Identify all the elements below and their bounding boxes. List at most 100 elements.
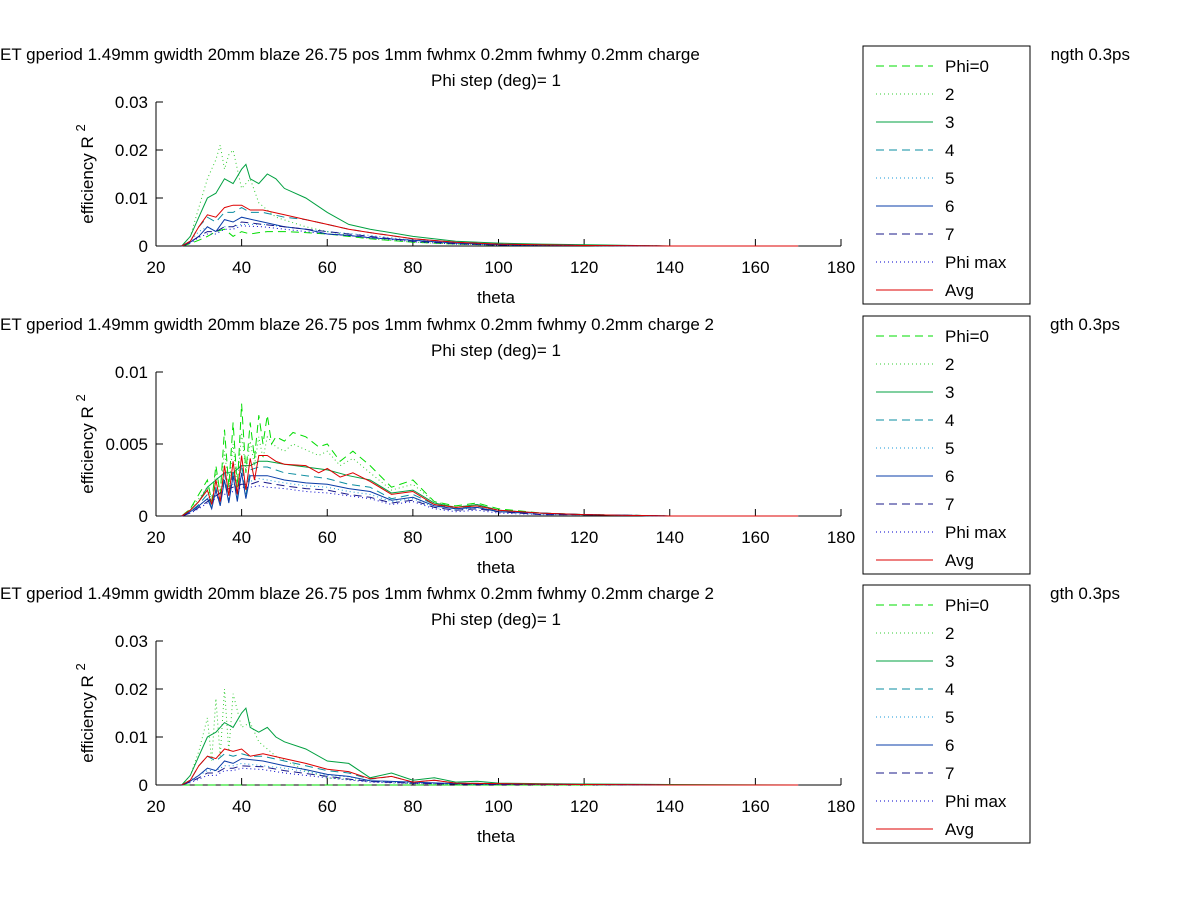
- chart-panel-3: ET gperiod 1.49mm gwidth 20mm blaze 26.7…: [0, 584, 1120, 846]
- legend-entry: 7: [945, 764, 954, 783]
- legend-entry: Phi max: [945, 523, 1007, 542]
- x-tick-label: 140: [656, 258, 684, 277]
- legend-box: [862, 584, 1031, 844]
- series-line-8: [181, 485, 799, 517]
- legend-entry: 3: [945, 652, 954, 671]
- series-line-9: [181, 204, 799, 247]
- x-axis-label: theta: [477, 288, 515, 307]
- legend-entry: Phi=0: [945, 327, 989, 346]
- chart-subtitle: Phi step (deg)= 1: [431, 341, 561, 360]
- series-line-4: [181, 207, 799, 247]
- legend-entry: 4: [945, 680, 954, 699]
- x-tick-label: 20: [147, 797, 166, 816]
- series-line-2: [181, 145, 799, 247]
- x-tick-label: 40: [232, 258, 251, 277]
- x-tick-label: 160: [741, 258, 769, 277]
- y-tick-label: 0.01: [115, 363, 148, 382]
- legend-entry: Phi=0: [945, 57, 989, 76]
- y-tick-label: 0: [139, 776, 148, 795]
- x-tick-label: 80: [403, 797, 422, 816]
- y-axis-label: efficiency R 2: [73, 663, 97, 763]
- x-tick-label: 60: [318, 797, 337, 816]
- series-line-4: [181, 753, 799, 786]
- y-tick-label: 0: [139, 507, 148, 526]
- y-tick-label: 0: [139, 237, 148, 256]
- y-tick-label: 0.02: [115, 680, 148, 699]
- x-tick-label: 140: [656, 528, 684, 547]
- legend-entry: Avg: [945, 820, 974, 839]
- series-line-8: [181, 225, 799, 247]
- x-tick-label: 180: [827, 258, 855, 277]
- x-tick-label: 100: [484, 258, 512, 277]
- x-tick-label: 40: [232, 528, 251, 547]
- legend-entry: 2: [945, 624, 954, 643]
- x-axis-label: theta: [477, 827, 515, 846]
- legend-box: [862, 45, 1031, 305]
- x-axis-label: theta: [477, 558, 515, 577]
- chart-title: ET gperiod 1.49mm gwidth 20mm blaze 26.7…: [0, 315, 714, 334]
- legend-entry: 4: [945, 141, 954, 160]
- chart-subtitle: Phi step (deg)= 1: [431, 71, 561, 90]
- x-tick-label: 60: [318, 528, 337, 547]
- x-tick-label: 160: [741, 528, 769, 547]
- legend-entry: 7: [945, 225, 954, 244]
- y-tick-label: 0.005: [105, 435, 148, 454]
- legend-entry: 2: [945, 355, 954, 374]
- x-tick-label: 20: [147, 258, 166, 277]
- x-tick-label: 180: [827, 797, 855, 816]
- x-tick-label: 180: [827, 528, 855, 547]
- x-tick-label: 140: [656, 797, 684, 816]
- y-tick-label: 0.01: [115, 728, 148, 747]
- series-line-2: [181, 432, 799, 517]
- series-line-3: [181, 460, 799, 517]
- legend-entry: 3: [945, 383, 954, 402]
- y-axis-label-superscript: 2: [73, 124, 88, 131]
- x-tick-label: 60: [318, 258, 337, 277]
- chart-title: ET gperiod 1.49mm gwidth 20mm blaze 26.7…: [0, 584, 714, 603]
- legend-entry: 6: [945, 736, 954, 755]
- legend-entry: Phi max: [945, 792, 1007, 811]
- series-line-6: [181, 472, 799, 517]
- y-axis-label-superscript: 2: [73, 663, 88, 670]
- series-line-9: [181, 748, 799, 786]
- chart-subtitle: Phi step (deg)= 1: [431, 610, 561, 629]
- legend-entry: 7: [945, 495, 954, 514]
- series-line-3: [181, 707, 799, 786]
- chart-panel-1: ET gperiod 1.49mm gwidth 20mm blaze 26.7…: [0, 45, 1130, 307]
- series-line-2: [181, 688, 799, 786]
- x-tick-label: 120: [570, 258, 598, 277]
- y-tick-label: 0.03: [115, 632, 148, 651]
- y-axis-label-superscript: 2: [73, 394, 88, 401]
- chart-title-right: gth 0.3ps: [1050, 315, 1120, 334]
- series-line-1: [181, 228, 799, 247]
- x-tick-label: 100: [484, 797, 512, 816]
- y-tick-label: 0.02: [115, 141, 148, 160]
- legend-entry: Phi=0: [945, 596, 989, 615]
- x-tick-label: 80: [403, 258, 422, 277]
- series-line-7: [181, 480, 799, 517]
- legend-entry: 2: [945, 85, 954, 104]
- legend-entry: 5: [945, 439, 954, 458]
- series-line-9: [181, 455, 799, 517]
- y-tick-label: 0.01: [115, 189, 148, 208]
- chart-title: ET gperiod 1.49mm gwidth 20mm blaze 26.7…: [0, 45, 700, 64]
- x-tick-label: 40: [232, 797, 251, 816]
- legend-entry: 5: [945, 169, 954, 188]
- x-tick-label: 120: [570, 797, 598, 816]
- series-line-6: [181, 216, 799, 247]
- x-tick-label: 80: [403, 528, 422, 547]
- legend-entry: Avg: [945, 551, 974, 570]
- legend-entry: 3: [945, 113, 954, 132]
- y-axis-label: efficiency R 2: [73, 394, 97, 494]
- series-line-5: [181, 762, 799, 786]
- legend-entry: Avg: [945, 281, 974, 300]
- series-line-1: [181, 403, 799, 517]
- x-tick-label: 20: [147, 528, 166, 547]
- chart-title-right: ngth 0.3ps: [1051, 45, 1130, 64]
- chart-title-right: gth 0.3ps: [1050, 584, 1120, 603]
- legend-box: [862, 315, 1031, 575]
- legend-entry: 6: [945, 197, 954, 216]
- legend-entry: 5: [945, 708, 954, 727]
- x-tick-label: 120: [570, 528, 598, 547]
